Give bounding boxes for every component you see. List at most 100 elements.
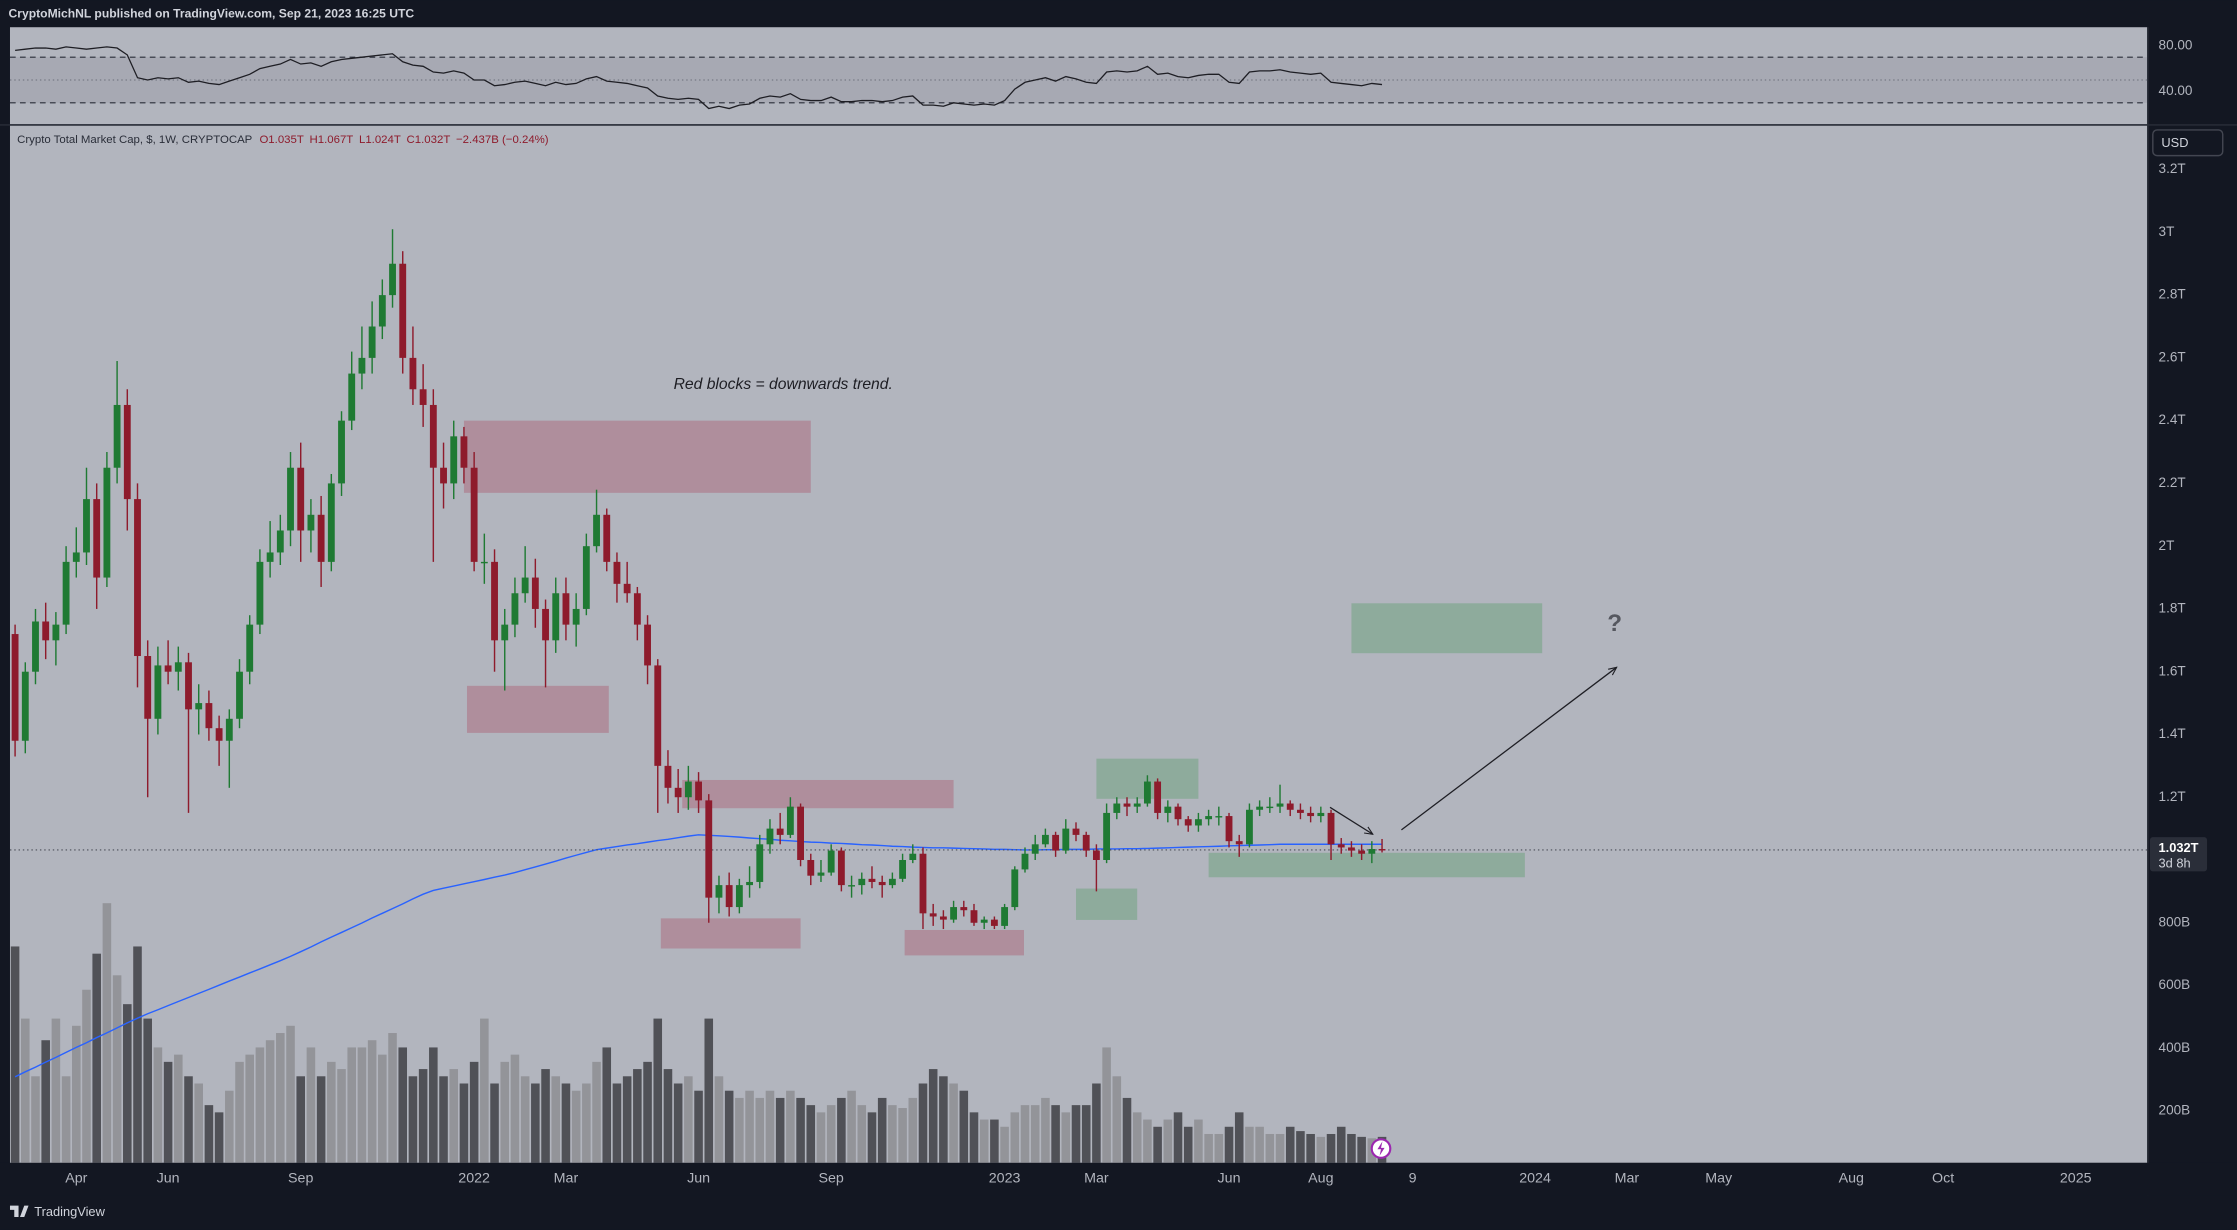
candle-body bbox=[450, 436, 458, 484]
candle-body bbox=[1317, 812, 1325, 817]
zone-box bbox=[1076, 888, 1138, 920]
volume-bar bbox=[1153, 1126, 1162, 1163]
currency-button[interactable] bbox=[2152, 129, 2224, 157]
candle-body bbox=[144, 656, 152, 719]
volume-bar bbox=[1061, 1112, 1071, 1163]
y-tick-label: 400B bbox=[2159, 1040, 2191, 1055]
time-axis bbox=[0, 1162, 2237, 1196]
candle-body bbox=[1327, 812, 1335, 845]
volume-bar bbox=[551, 1076, 561, 1163]
ohlc-high: H1.067T bbox=[310, 134, 354, 146]
candle-body bbox=[123, 404, 131, 500]
legend-line: Crypto Total Market Cap, $, 1W, CRYPTOCA… bbox=[17, 134, 549, 146]
candle-body bbox=[786, 806, 794, 835]
candle-body bbox=[52, 624, 60, 641]
volume-bar bbox=[622, 1076, 632, 1163]
ohlc-change: −2.437B (−0.24%) bbox=[456, 134, 549, 146]
candle-body bbox=[83, 499, 90, 553]
volume-bar bbox=[969, 1112, 979, 1163]
y-tick-label: 3.2T bbox=[2159, 161, 2186, 176]
candle-body bbox=[460, 436, 468, 468]
last-price-box bbox=[2149, 837, 2208, 872]
volume-bar bbox=[51, 1018, 61, 1163]
candle-body bbox=[613, 561, 621, 584]
alert-icon[interactable] bbox=[1370, 1138, 1392, 1159]
arrow bbox=[1329, 806, 1373, 834]
volume-bar bbox=[367, 1040, 377, 1163]
volume-bar bbox=[735, 1097, 744, 1163]
candle-body bbox=[1113, 803, 1121, 813]
candle-body bbox=[919, 853, 927, 914]
volume-bar bbox=[133, 946, 142, 1163]
candle-body bbox=[633, 593, 641, 625]
candle-body bbox=[317, 514, 325, 562]
candle-body bbox=[684, 781, 692, 798]
volume-bar bbox=[398, 1047, 408, 1163]
volume-bar bbox=[959, 1090, 969, 1163]
candle-body bbox=[817, 872, 825, 876]
y-tick-label: 1.6T bbox=[2159, 663, 2186, 678]
volume-bar bbox=[847, 1090, 856, 1163]
volume-bar bbox=[500, 1061, 510, 1163]
volume-bar bbox=[857, 1105, 867, 1163]
zone-box bbox=[682, 779, 954, 809]
x-tick-label: Oct bbox=[1932, 1170, 1954, 1186]
candle-body bbox=[338, 420, 345, 484]
x-tick-label: Aug bbox=[1839, 1170, 1864, 1186]
volume-bar bbox=[531, 1083, 540, 1163]
candle-body bbox=[297, 467, 305, 531]
candle-body bbox=[715, 885, 723, 898]
volume-bar bbox=[357, 1047, 367, 1163]
volume-bar bbox=[388, 1033, 397, 1163]
last-price-label: 1.032T bbox=[2159, 840, 2199, 855]
volume-bar bbox=[745, 1090, 754, 1163]
moving-average bbox=[14, 834, 1383, 1078]
candle-body bbox=[62, 561, 70, 625]
volume-bar bbox=[796, 1097, 805, 1163]
y-tick-label: 1.4T bbox=[2159, 726, 2186, 741]
volume-bar bbox=[1071, 1105, 1081, 1163]
x-tick-label: May bbox=[1705, 1170, 1733, 1186]
volume-bar bbox=[877, 1097, 887, 1163]
candle-body bbox=[776, 828, 784, 835]
candle-body bbox=[399, 263, 407, 358]
candle-body bbox=[236, 671, 243, 719]
volume-bar bbox=[888, 1105, 897, 1163]
candle-body bbox=[899, 859, 907, 879]
x-tick-label: 9 bbox=[1409, 1170, 1417, 1186]
volume-bar bbox=[429, 1047, 438, 1163]
volume-bar bbox=[204, 1105, 214, 1163]
volume-bar bbox=[724, 1090, 734, 1163]
candle-body bbox=[939, 916, 947, 920]
volume-bar bbox=[1306, 1133, 1315, 1163]
candle-body bbox=[572, 608, 580, 625]
annotation: Red blocks = downwards trend. bbox=[674, 376, 893, 393]
candle-body bbox=[491, 561, 498, 641]
volume-bar bbox=[1245, 1126, 1254, 1163]
y-tick-label: 1.2T bbox=[2159, 789, 2186, 804]
x-tick-label: Mar bbox=[554, 1170, 579, 1186]
rsi-line bbox=[15, 46, 1383, 110]
volume-bar bbox=[694, 1090, 703, 1163]
candle-body bbox=[134, 499, 141, 657]
volume-bar bbox=[480, 1018, 489, 1163]
volume-bar bbox=[1092, 1083, 1101, 1163]
candle-body bbox=[419, 389, 427, 405]
volume-bar bbox=[378, 1054, 387, 1163]
volume-bar bbox=[1102, 1047, 1111, 1163]
candle-body bbox=[1001, 907, 1009, 926]
zone-box bbox=[466, 685, 609, 733]
currency-label[interactable]: USD bbox=[2161, 135, 2188, 150]
volume-bar bbox=[31, 1076, 40, 1163]
candle-body bbox=[1052, 834, 1060, 851]
rsi-tick-label: 80.00 bbox=[2159, 37, 2193, 52]
candle-body bbox=[225, 718, 233, 741]
candle-body bbox=[205, 703, 213, 729]
volume-bar bbox=[775, 1097, 785, 1163]
alert-icon-bolt[interactable] bbox=[1377, 1141, 1385, 1156]
volume-bar bbox=[92, 953, 101, 1163]
candle-body bbox=[1174, 806, 1182, 820]
candle-body bbox=[154, 665, 162, 719]
volume-bar bbox=[582, 1083, 591, 1163]
candle-body bbox=[552, 593, 560, 641]
